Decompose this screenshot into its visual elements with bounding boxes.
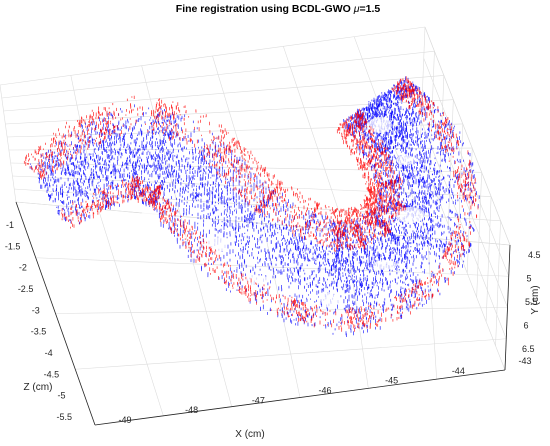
z-axis-line bbox=[15, 201, 96, 426]
cavity-gap bbox=[321, 292, 339, 308]
point-cloud-points bbox=[23, 95, 406, 252]
grid-line bbox=[283, 46, 346, 231]
series-blue bbox=[29, 76, 480, 337]
x-tick-label: -49 bbox=[118, 415, 131, 425]
y-tick-label: 5.5 bbox=[525, 297, 538, 307]
chart-title: Fine registration using BCDL-GWO μ=1.5 bbox=[176, 3, 381, 15]
grid-line bbox=[55, 307, 508, 314]
grid-line bbox=[424, 26, 511, 246]
axes-grid bbox=[0, 26, 511, 426]
z-tick-label: -2 bbox=[19, 263, 27, 273]
z-tick-label: -4.5 bbox=[44, 369, 60, 379]
z-tick-label: -3.5 bbox=[31, 327, 47, 337]
cavity-gap bbox=[141, 210, 159, 220]
grid-line bbox=[70, 75, 99, 210]
grid-line bbox=[75, 338, 507, 370]
x-tick-label: -48 bbox=[185, 405, 198, 415]
grid-line bbox=[35, 257, 509, 277]
z-tick-label: -5 bbox=[58, 391, 66, 401]
point-cloud bbox=[23, 76, 480, 337]
grid-line bbox=[419, 151, 506, 371]
point-cloud-points bbox=[61, 76, 479, 332]
y-axis-label: Y (cm) bbox=[530, 285, 541, 314]
grid-line bbox=[420, 120, 507, 339]
cavity-gap bbox=[396, 155, 414, 165]
grid-line bbox=[423, 58, 510, 277]
x-tick-label: -47 bbox=[252, 395, 265, 405]
z-tick-label: -3 bbox=[32, 305, 40, 315]
cavity-gap bbox=[203, 237, 227, 253]
z-tick-label: -1 bbox=[6, 220, 14, 230]
x-tick-label: -45 bbox=[385, 376, 398, 386]
series-red bbox=[23, 76, 479, 332]
z-tick-label: -4 bbox=[45, 348, 53, 358]
grid-line bbox=[0, 84, 17, 203]
z-tick-label: -1.5 bbox=[5, 241, 21, 251]
cavity-gap bbox=[368, 117, 392, 133]
x-tick-label: -44 bbox=[452, 366, 465, 376]
z-tick-label: -5.5 bbox=[56, 412, 72, 422]
y-tick-label: 4.5 bbox=[528, 250, 541, 260]
grid-line bbox=[353, 36, 428, 238]
x-tick-label: -43 bbox=[518, 356, 531, 366]
x-axis-line bbox=[94, 369, 506, 426]
cavity-gap bbox=[240, 275, 270, 285]
cavity-gap bbox=[395, 207, 425, 223]
y-tick-label: 5 bbox=[527, 274, 532, 284]
y-axis-line bbox=[504, 244, 511, 371]
point-cloud-points bbox=[38, 92, 444, 295]
y-tick-label: 6 bbox=[524, 321, 529, 331]
cavity-gap bbox=[373, 260, 397, 270]
x-axis-label: X (cm) bbox=[235, 429, 264, 440]
y-tick-label: 6.5 bbox=[522, 344, 535, 354]
z-tick-label: -2.5 bbox=[18, 284, 34, 294]
z-axis-label: Z (cm) bbox=[24, 382, 53, 393]
x-tick-labels: -49 -48 -47 -46 -45 -44 -43 bbox=[118, 356, 531, 425]
x-tick-label: -46 bbox=[318, 386, 331, 396]
y-tick-labels: 4.5 5 5.5 6 6.5 bbox=[522, 250, 541, 354]
z-tick-labels: -1 -1.5 -2 -2.5 -3 -3.5 -4 -4.5 -5 -5.5 bbox=[5, 220, 72, 422]
